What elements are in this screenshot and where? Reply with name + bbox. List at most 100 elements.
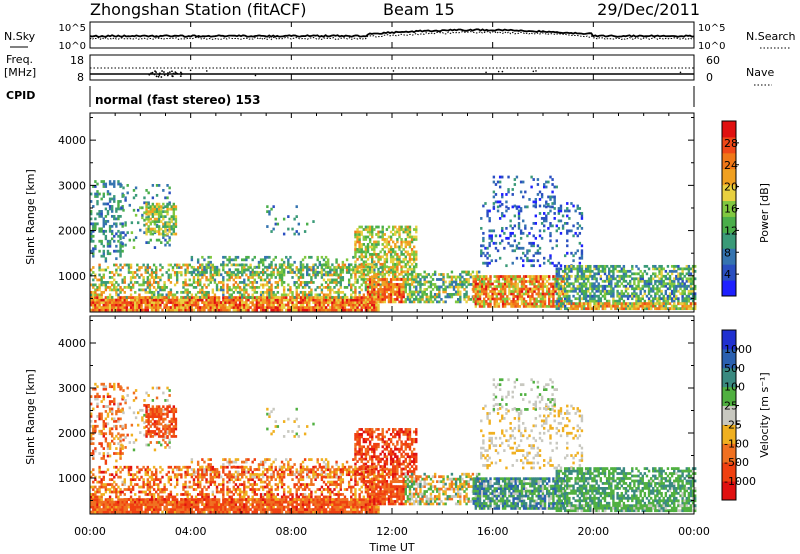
power-cell [147, 191, 149, 194]
power-cell [650, 305, 652, 308]
power-cell [658, 280, 660, 283]
power-cell [329, 301, 331, 304]
power-cell [629, 307, 631, 310]
power-cell [522, 259, 524, 262]
power-cell [306, 268, 308, 271]
power-cell [233, 296, 235, 299]
power-cell [159, 293, 161, 296]
power-cell [214, 268, 216, 271]
power-cell [602, 267, 604, 270]
power-cell [171, 220, 173, 223]
power-cell [413, 253, 415, 256]
power-cell [342, 291, 344, 294]
power-cell [329, 293, 331, 296]
power-cell [105, 183, 107, 186]
power-cell [92, 306, 94, 309]
power-cell [625, 290, 627, 293]
power-cell [432, 295, 434, 298]
power-cell [488, 237, 490, 240]
power-cell [96, 306, 98, 309]
power-cell [121, 299, 123, 302]
power-cell [398, 228, 400, 231]
power-cell [222, 291, 224, 294]
power-cell [405, 241, 407, 244]
power-cell [142, 264, 144, 267]
power-cell [96, 183, 98, 186]
power-cell [581, 292, 583, 295]
power-cell [310, 279, 312, 282]
power-cell [562, 215, 564, 218]
power-cell [407, 293, 409, 296]
power-cell [619, 270, 621, 273]
power-cell [249, 286, 251, 289]
power-cell [523, 305, 525, 308]
power-cell [669, 292, 671, 295]
power-cell [168, 264, 170, 267]
power-cell [688, 277, 690, 280]
power-cell [411, 241, 413, 244]
power-cell [134, 296, 136, 299]
power-cell [327, 286, 329, 289]
power-cell [479, 298, 481, 301]
power-cell [100, 227, 102, 230]
power-cell [646, 305, 648, 308]
power-cell [312, 220, 314, 223]
power-cell [182, 286, 184, 289]
power-cell [138, 284, 140, 287]
power-cell [415, 255, 417, 258]
power-cell [103, 245, 105, 248]
power-cell [323, 268, 325, 271]
power-cell [373, 304, 375, 307]
power-cell [457, 276, 459, 279]
nsky-right-tick-top: 10^5 [698, 23, 725, 34]
power-cell [455, 278, 457, 281]
power-cell [392, 278, 394, 281]
power-cell [233, 279, 235, 282]
power-cell [483, 278, 485, 281]
power-cell [585, 295, 587, 298]
power-cell [616, 290, 618, 293]
power-cell [98, 266, 100, 269]
power-cell [423, 300, 425, 303]
power-cell [361, 253, 363, 256]
power-cell [340, 304, 342, 307]
power-cell [390, 283, 392, 286]
power-cell [517, 288, 519, 291]
power-cell [300, 299, 302, 302]
power-cell [241, 304, 243, 307]
power-cell [502, 305, 504, 308]
power-cell [166, 271, 168, 274]
power-cell [455, 276, 457, 279]
power-cell [671, 292, 673, 295]
power-cell [550, 293, 552, 296]
power-cell [548, 295, 550, 298]
power-cell [100, 240, 102, 243]
power-cell [388, 295, 390, 298]
power-cell [494, 288, 496, 291]
power-cell [413, 265, 415, 268]
power-cell [572, 285, 574, 288]
power-cell [216, 299, 218, 302]
power-cell [564, 305, 566, 308]
power-cell [673, 267, 675, 270]
power-cell [235, 301, 237, 304]
power-cell [547, 181, 549, 184]
power-cell [673, 285, 675, 288]
power-cell [535, 252, 537, 255]
power-cell [166, 299, 168, 302]
power-cell [382, 283, 384, 286]
power-cell [461, 283, 463, 286]
power-cell [398, 283, 400, 286]
power-cell [153, 264, 155, 267]
power-cell [506, 303, 508, 306]
power-cell [119, 264, 121, 267]
power-cell [205, 306, 207, 309]
power-cell [247, 293, 249, 296]
power-cell [530, 176, 532, 179]
power-cell [94, 217, 96, 220]
power-cell [115, 210, 117, 213]
colorbar-tick-label: 28 [724, 137, 738, 150]
power-cell [327, 271, 329, 274]
power-cell [625, 270, 627, 273]
power-cell [145, 306, 147, 309]
